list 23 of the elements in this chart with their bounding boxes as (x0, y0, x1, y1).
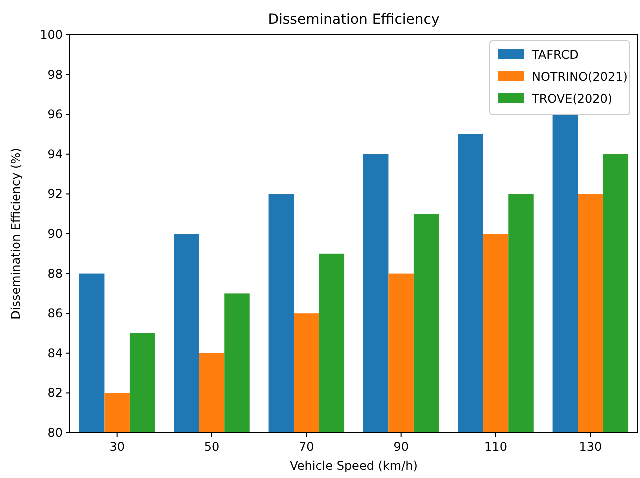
y-tick-label: 100 (40, 28, 63, 42)
chart-title: Dissemination Efficiency (268, 12, 440, 28)
x-tick-label: 130 (579, 440, 602, 454)
y-tick-label: 88 (48, 266, 63, 281)
y-axis-title: Dissemination Efficiency (%) (9, 148, 23, 320)
x-tick-label: 110 (484, 440, 508, 454)
x-tick-label: 90 (394, 440, 409, 454)
y-tick-label: 98 (48, 68, 63, 82)
y-tick-label: 96 (48, 108, 63, 122)
y-tick-label: 90 (48, 227, 63, 241)
y-tick-label: 80 (48, 426, 63, 440)
x-tick-label: 70 (299, 440, 314, 454)
y-tick-label: 84 (48, 346, 63, 360)
x-axis-title: Vehicle Speed (km/h) (290, 459, 418, 473)
legend-label: TAFRCD (531, 48, 579, 62)
x-tick-label: 30 (110, 440, 125, 454)
legend-label: NOTRINO(2021) (532, 70, 628, 84)
legend-label: TROVE(2020) (531, 92, 613, 106)
x-tick-label: 50 (204, 440, 220, 454)
y-tick-label: 86 (48, 306, 63, 321)
y-tick-label: 82 (48, 386, 63, 400)
y-tick-label: 92 (48, 187, 63, 202)
y-tick-label: 94 (48, 147, 63, 162)
